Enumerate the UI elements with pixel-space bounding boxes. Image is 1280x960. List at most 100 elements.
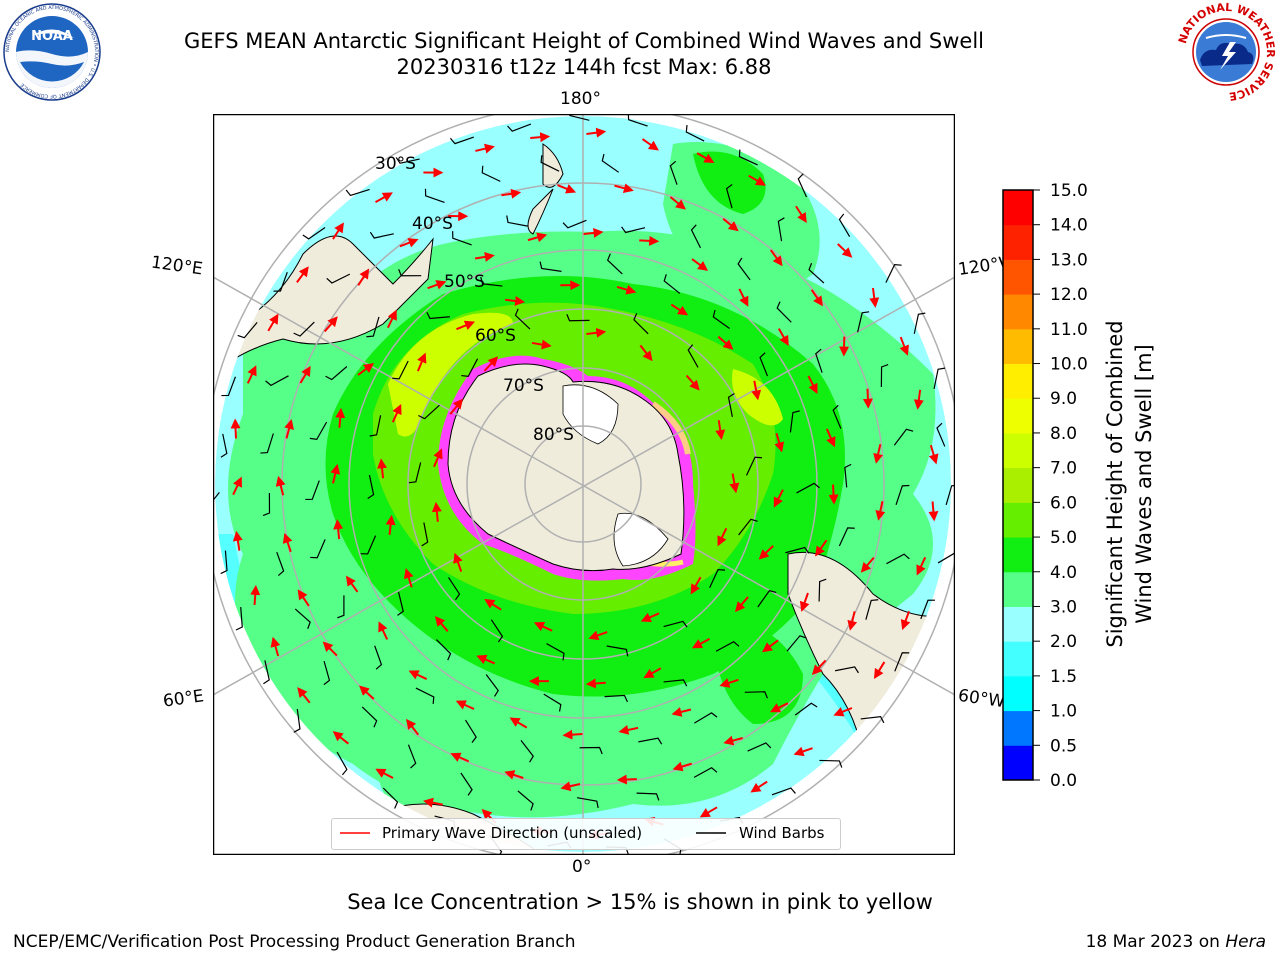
colorbar-swatch	[1003, 328, 1033, 365]
wave-direction-arrow	[875, 501, 886, 521]
colorbar-swatch	[1003, 294, 1033, 330]
wave-direction-arrow	[275, 475, 286, 496]
colorbar-title-line1: Significant Height of Combined	[1103, 320, 1127, 648]
wind-barb	[895, 484, 910, 506]
wind-barb	[506, 215, 528, 227]
colorbar-tick-label: 13.0	[1050, 250, 1088, 270]
wind-barb	[480, 276, 503, 287]
wind-barb	[361, 706, 378, 728]
wave-direction-arrow	[557, 184, 577, 194]
wind-barb	[663, 274, 681, 294]
colorbar-tick-label: 10.0	[1050, 355, 1088, 375]
wind-barb	[945, 484, 955, 506]
wave-direction-arrow	[284, 419, 294, 439]
wind-barb	[737, 257, 751, 281]
wave-direction-arrow	[431, 501, 442, 522]
wind-barb	[579, 746, 603, 755]
colorbar-swatch	[1003, 398, 1033, 434]
wind-barb	[566, 314, 590, 322]
wave-direction-arrow	[533, 622, 553, 632]
colorbar-tick-label: 11.0	[1050, 320, 1088, 340]
colorbar-swatch	[1003, 606, 1033, 642]
wave-direction-arrow	[795, 205, 807, 224]
wave-direction-arrow	[715, 420, 726, 441]
wind-barb	[576, 797, 599, 809]
wind-barb	[669, 160, 678, 185]
wave-direction-arrow	[297, 589, 310, 607]
wave-direction-arrow	[773, 489, 784, 508]
wave-direction-arrow	[762, 639, 779, 653]
map-title: GEFS MEAN Antarctic Significant Height o…	[183, 29, 985, 53]
wind-barb-legend-label: Wind Barbs	[739, 824, 825, 842]
wind-barb	[894, 652, 910, 672]
wind-barb	[865, 599, 879, 620]
wind-barb	[562, 219, 587, 229]
wave-direction-arrow	[332, 731, 349, 745]
wind-barb	[621, 226, 646, 234]
wave-direction-arrow	[825, 428, 836, 448]
colorbar-swatch	[1003, 502, 1033, 538]
wind-barb	[832, 404, 842, 429]
wave-direction-arrow	[810, 289, 823, 307]
footer-date: 18 Mar 2023 on	[1085, 932, 1226, 952]
wind-barb	[426, 311, 450, 320]
wave-direction-arrow	[505, 296, 526, 306]
wave-direction-arrow	[774, 432, 785, 453]
colorbar-tick-label: 0.5	[1050, 736, 1077, 756]
wave-direction-arrow	[672, 761, 692, 772]
colorbar-tick-label: 12.0	[1050, 285, 1088, 305]
wave-band-6-7	[388, 312, 513, 437]
wave-direction-arrow	[527, 232, 548, 243]
wave-direction-arrow	[456, 320, 475, 331]
colorbar-swatch	[1003, 571, 1033, 607]
lat-label-50s: 50°S	[444, 272, 485, 292]
wave-direction-arrow	[717, 527, 728, 547]
wave-direction-arrow	[297, 687, 311, 704]
colorbar-tick-label: 1.5	[1050, 667, 1077, 687]
wave-direction-arrow	[717, 335, 734, 350]
wind-barb	[421, 522, 429, 547]
wind-barb	[786, 635, 807, 652]
colorbar-tick-label: 3.0	[1050, 597, 1077, 617]
wind-barb	[838, 213, 851, 237]
wind-barbs	[213, 114, 955, 855]
wind-barb	[448, 577, 461, 601]
wave-direction-arrow	[640, 612, 660, 622]
colorbar-swatch	[1003, 641, 1033, 677]
wave-direction-arrow	[869, 287, 880, 308]
wind-barb	[794, 702, 818, 716]
wave-direction-arrow	[385, 514, 396, 535]
wind-barb	[636, 792, 660, 801]
wind-barb	[367, 474, 375, 499]
wind-barb	[638, 737, 663, 745]
wind-barb	[337, 595, 345, 619]
wave-direction-arrow	[232, 476, 242, 496]
wave-direction-arrow	[270, 636, 281, 657]
wave-direction-arrow	[699, 806, 718, 818]
wind-barb	[435, 639, 452, 661]
wind-barb	[294, 608, 311, 629]
wind-barb	[687, 344, 699, 368]
wind-barb	[857, 311, 870, 333]
wind-barb	[893, 428, 914, 446]
wave-direction-arrow	[453, 552, 463, 572]
wave-direction-arrow	[734, 596, 749, 613]
wave-direction-arrow	[531, 339, 552, 350]
wave-direction-arrow	[586, 127, 607, 138]
lat-label-70s: 70°S	[503, 376, 544, 396]
wave-direction-arrow	[769, 249, 783, 267]
wave-direction-arrow	[357, 362, 374, 376]
wave-direction-arrow	[748, 174, 766, 186]
wind-barb	[220, 433, 228, 458]
wind-barb	[221, 376, 237, 397]
wind-barb	[685, 125, 705, 142]
colorbar-tick-label: 9.0	[1050, 389, 1077, 409]
wave-direction-arrow	[299, 365, 311, 384]
wind-barb	[461, 358, 479, 378]
wave-direction-arrow	[399, 238, 419, 248]
wave-direction-arrow	[696, 152, 715, 164]
colorbar-swatch	[1003, 363, 1033, 399]
lat-label-60s: 60°S	[475, 326, 516, 346]
wave-direction-arrow	[475, 143, 495, 154]
wind-barb	[302, 227, 326, 240]
